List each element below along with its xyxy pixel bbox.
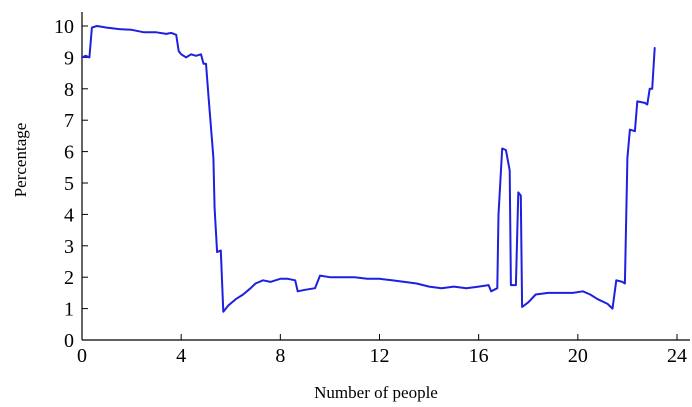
x-tick-label: 16 <box>469 345 489 367</box>
y-tick-label: 4 <box>64 204 74 226</box>
y-tick-label: 7 <box>64 110 74 132</box>
y-tick-label: 1 <box>64 299 74 321</box>
y-tick-label: 3 <box>64 236 74 258</box>
y-tick-label: 6 <box>64 142 74 164</box>
x-tick-label: 4 <box>176 345 186 367</box>
series-line-1 <box>81 25 656 313</box>
x-tick-label: 24 <box>667 345 687 367</box>
x-ticks: 0 4 8 12 16 20 24 <box>77 334 687 367</box>
x-tick-label: 0 <box>77 345 87 367</box>
y-axis-title: Percentage <box>11 123 30 198</box>
y-tick-label: 0 <box>64 330 74 352</box>
series-layer <box>81 25 656 313</box>
x-axis-title: Number of people <box>314 383 438 402</box>
y-ticks: 0 1 2 3 4 5 6 7 8 9 10 <box>54 16 88 352</box>
y-tick-label: 5 <box>64 173 74 195</box>
x-tick-label: 8 <box>275 345 285 367</box>
plot-frame <box>81 12 690 341</box>
y-tick-label: 10 <box>54 16 74 38</box>
y-tick-label: 2 <box>64 267 74 289</box>
y-tick-label: 9 <box>64 47 74 69</box>
x-tick-label: 12 <box>370 345 390 367</box>
x-tick-label: 20 <box>568 345 588 367</box>
y-tick-label: 8 <box>64 79 74 101</box>
